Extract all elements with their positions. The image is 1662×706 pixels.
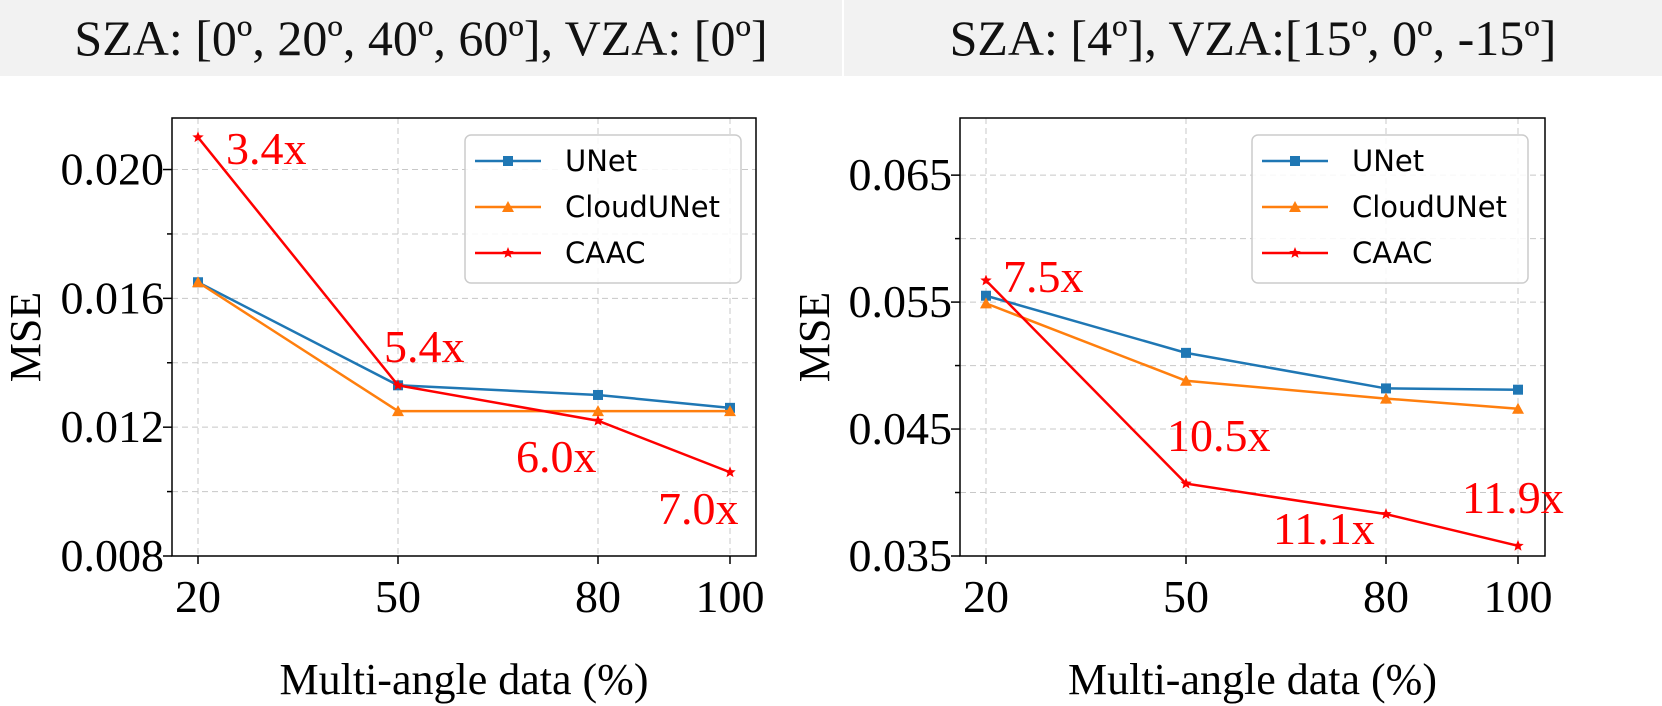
- right-y-tick-label: 0.045: [849, 403, 953, 454]
- right-unet-point: [1181, 347, 1191, 358]
- left-axes-frame: [171, 117, 757, 557]
- right-panel-title: SZA: [4º], VZA:[15º, 0º, -15º]: [844, 0, 1662, 76]
- right-y-tick-label: 0.055: [849, 276, 953, 327]
- right-unet-point: [1513, 384, 1523, 395]
- left-y-tick-label: 0.020: [61, 144, 165, 195]
- left-caac-line: [197, 136, 731, 474]
- right-legend-label: UNet: [1352, 144, 1424, 178]
- left-caac-point: [592, 414, 604, 426]
- right-cloudunet-line: [985, 302, 1519, 410]
- left-x-tick-label: 80: [575, 571, 621, 622]
- right-cloudunet-point: [980, 297, 992, 309]
- right-unet-line: [985, 294, 1519, 391]
- right-speedup-annotation: 11.1x: [1273, 503, 1375, 554]
- left-legend-marker: [502, 201, 514, 212]
- right-legend-label: CloudUNet: [1352, 190, 1507, 224]
- right-speedup-annotation: 7.5x: [1003, 251, 1084, 302]
- left-x-tick-label: 100: [696, 571, 765, 622]
- left-unet-point: [593, 389, 603, 400]
- left-speedup-annotation: 3.4x: [226, 123, 307, 174]
- left-legend-label: CAAC: [565, 236, 645, 270]
- left-legend-label: CloudUNet: [565, 190, 720, 224]
- right-y-axis-label: MSE: [790, 292, 839, 382]
- right-speedup-annotation: 11.9x: [1462, 472, 1564, 523]
- left-speedup-annotation: 6.0x: [516, 431, 597, 482]
- left-caac-point: [192, 131, 204, 143]
- left-y-tick-label: 0.016: [61, 272, 165, 323]
- left-y-tick-label: 0.008: [61, 530, 165, 581]
- right-axes-frame: [959, 117, 1546, 557]
- right-x-tick-label: 80: [1363, 571, 1409, 622]
- left-panel-title: SZA: [0º, 20º, 40º, 60º], VZA: [0º]: [0, 0, 842, 76]
- left-x-tick-label: 50: [375, 571, 421, 622]
- left-legend-marker: [502, 247, 514, 258]
- right-legend-marker: [1290, 156, 1300, 166]
- right-legend-label: CAAC: [1352, 236, 1432, 270]
- right-legend-marker: [1289, 201, 1301, 212]
- right-caac-point: [1380, 508, 1392, 519]
- right-unet-point: [1381, 383, 1391, 394]
- right-cloudunet-point: [1180, 374, 1192, 386]
- left-x-tick-label: 20: [175, 571, 221, 622]
- right-caac-point: [980, 274, 992, 286]
- left-y-tick-label: 0.012: [61, 401, 165, 452]
- right-x-tick-label: 100: [1484, 571, 1553, 622]
- left-speedup-annotation: 5.4x: [384, 321, 465, 372]
- left-caac-point: [724, 466, 736, 478]
- left-caac-point: [392, 379, 404, 391]
- right-legend-box: [1251, 134, 1529, 284]
- right-legend-marker: [1289, 247, 1301, 258]
- left-cloudunet-point: [392, 405, 404, 417]
- left-speedup-annotation: 7.0x: [658, 483, 739, 534]
- left-legend-box: [464, 134, 742, 284]
- right-cloudunet-point: [1512, 402, 1524, 414]
- right-y-tick-label: 0.035: [849, 530, 953, 581]
- left-cloudunet-point: [592, 405, 604, 417]
- right-cloudunet-point: [1380, 392, 1392, 404]
- right-speedup-annotation: 10.5x: [1167, 410, 1271, 461]
- left-legend-marker: [503, 156, 513, 166]
- right-caac-point: [1180, 477, 1192, 489]
- left-y-axis-label: MSE: [1, 292, 50, 382]
- left-legend-label: UNet: [565, 144, 637, 178]
- left-cloudunet-point: [192, 276, 204, 288]
- left-cloudunet-line: [197, 281, 730, 413]
- right-x-axis-label: Multi-angle data (%): [1068, 655, 1437, 704]
- right-unet-point: [981, 290, 991, 301]
- left-x-axis-label: Multi-angle data (%): [280, 655, 649, 704]
- left-cloudunet-point: [724, 405, 736, 417]
- left-unet-line: [197, 281, 731, 410]
- right-x-tick-label: 50: [1163, 571, 1209, 622]
- right-caac-line: [985, 279, 1519, 548]
- right-y-tick-label: 0.065: [849, 149, 953, 200]
- right-x-tick-label: 20: [963, 571, 1009, 622]
- right-caac-point: [1512, 539, 1524, 551]
